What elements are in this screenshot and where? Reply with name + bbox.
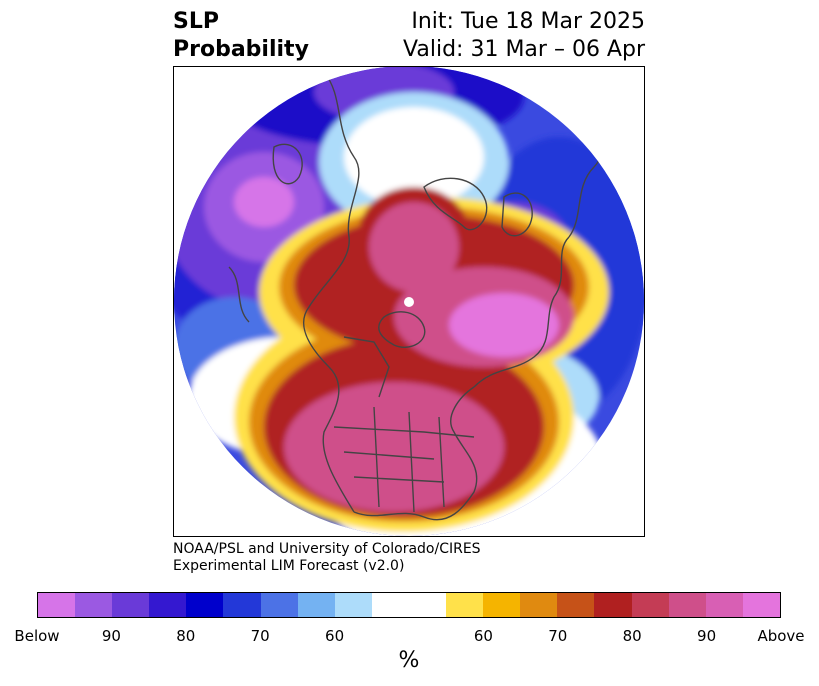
credit-line-1: NOAA/PSL and University of Colorado/CIRE…	[173, 541, 481, 557]
colorbar-segment	[297, 593, 335, 617]
colorbar-tick-label: 60	[473, 627, 493, 645]
colorbar-segment	[557, 593, 595, 617]
colorbar-unit: %	[398, 648, 420, 673]
colorbar-segment	[38, 593, 76, 617]
colorbar-tick-label: Below	[14, 627, 60, 645]
colorbar-segment	[668, 593, 706, 617]
map-title: SLP Probability	[173, 8, 309, 64]
colorbar-segment	[112, 593, 150, 617]
probability-colorbar	[37, 592, 781, 618]
source-credit: NOAA/PSL and University of Colorado/CIRE…	[173, 541, 481, 575]
colorbar-segment	[149, 593, 187, 617]
colorbar-segment	[371, 593, 409, 617]
colorbar-tick-label: 70	[250, 627, 270, 645]
credit-line-2: Experimental LIM Forecast (v2.0)	[173, 558, 405, 574]
colorbar-segment	[520, 593, 558, 617]
probability-field	[174, 67, 644, 536]
colorbar-segment	[594, 593, 632, 617]
polar-map-svg	[174, 67, 644, 536]
colorbar-segment	[446, 593, 484, 617]
colorbar-tick-label: 80	[176, 627, 196, 645]
colorbar-tick-label: 60	[325, 627, 345, 645]
colorbar-segment	[186, 593, 224, 617]
colorbar-segment	[408, 593, 447, 617]
colorbar-segment	[223, 593, 261, 617]
colorbar-tick-label: 80	[622, 627, 642, 645]
colorbar-segment	[742, 593, 780, 617]
valid-range: Valid: 31 Mar – 06 Apr	[403, 37, 645, 62]
colorbar-tick-label: 90	[697, 627, 717, 645]
colorbar-segment	[483, 593, 521, 617]
colorbar-tick-label: 90	[101, 627, 121, 645]
colorbar-tick-label: Above	[757, 627, 805, 645]
colorbar-segment	[705, 593, 743, 617]
colorbar-segment	[260, 593, 298, 617]
probability-map	[173, 66, 645, 537]
forecast-dates: Init: Tue 18 Mar 2025 Valid: 31 Mar – 06…	[403, 8, 645, 64]
colorbar-segment	[75, 593, 113, 617]
title-line-2: Probability	[173, 37, 309, 62]
colorbar-tick-label: 70	[548, 627, 568, 645]
colorbar-segment	[334, 593, 372, 617]
colorbar-segment	[631, 593, 669, 617]
pole-marker	[404, 297, 414, 307]
init-date: Init: Tue 18 Mar 2025	[411, 9, 645, 34]
title-line-1: SLP	[173, 9, 219, 34]
